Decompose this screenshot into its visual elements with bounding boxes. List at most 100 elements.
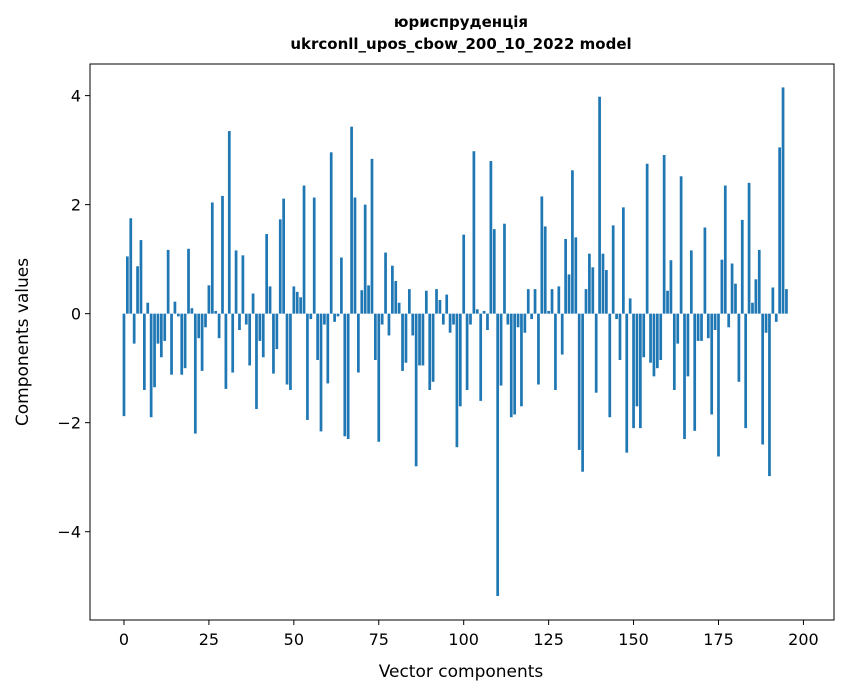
bar xyxy=(421,313,425,366)
bar xyxy=(350,126,353,314)
bar xyxy=(292,286,296,314)
bar xyxy=(319,313,323,432)
bar xyxy=(611,225,615,314)
bar xyxy=(622,207,625,314)
bar xyxy=(224,313,228,389)
x-tick-label: 125 xyxy=(533,630,564,649)
bar xyxy=(526,289,530,314)
bar xyxy=(516,313,520,328)
bar xyxy=(547,310,550,314)
bar xyxy=(136,266,139,314)
bar xyxy=(503,223,506,314)
bar xyxy=(530,313,533,320)
bar xyxy=(734,283,737,314)
bar xyxy=(129,218,133,314)
bar xyxy=(234,250,238,314)
bar xyxy=(146,302,150,314)
bar xyxy=(594,313,598,393)
bar xyxy=(571,170,574,314)
bar xyxy=(397,302,401,314)
bar xyxy=(329,152,333,314)
bar xyxy=(683,313,686,440)
bar xyxy=(588,253,591,314)
bar xyxy=(778,147,781,314)
bar xyxy=(577,313,581,450)
bar xyxy=(605,270,608,314)
bar xyxy=(642,313,646,358)
bar xyxy=(696,313,700,341)
bar xyxy=(635,313,639,407)
bar xyxy=(744,313,748,429)
bar xyxy=(306,313,309,420)
bar xyxy=(615,313,618,320)
bar xyxy=(438,300,442,314)
bar xyxy=(265,234,269,314)
bar xyxy=(499,313,503,386)
bar xyxy=(601,253,605,314)
bar xyxy=(740,219,744,314)
bar xyxy=(475,309,479,314)
bar xyxy=(370,158,374,314)
bar xyxy=(418,313,421,366)
bar xyxy=(367,285,370,314)
bar xyxy=(751,302,754,314)
bar xyxy=(537,313,540,385)
bar xyxy=(727,313,731,328)
bar xyxy=(632,313,635,429)
bar xyxy=(435,289,438,314)
bar xyxy=(231,313,235,373)
x-tick-label: 50 xyxy=(284,630,304,649)
bar xyxy=(197,313,201,339)
x-tick-label: 200 xyxy=(788,630,819,649)
bar xyxy=(268,286,272,314)
bar xyxy=(465,313,469,390)
bar xyxy=(462,234,466,314)
bar xyxy=(346,313,350,440)
bar xyxy=(170,313,173,375)
bar xyxy=(581,313,584,472)
y-tick-label: −4 xyxy=(57,523,81,542)
x-tick-label: 175 xyxy=(703,630,734,649)
x-tick-label: 25 xyxy=(199,630,219,649)
bar xyxy=(241,255,245,314)
chart-title-line-1: юриспруденція xyxy=(394,13,528,31)
y-tick-label: 2 xyxy=(71,196,81,215)
bar xyxy=(703,227,707,314)
bar xyxy=(299,297,302,314)
bar xyxy=(132,313,136,344)
bar xyxy=(248,313,252,366)
bar xyxy=(533,289,537,314)
bar xyxy=(584,289,588,314)
bar xyxy=(513,313,517,415)
bar xyxy=(785,289,788,314)
bar xyxy=(710,313,714,415)
bar xyxy=(458,313,462,407)
bar xyxy=(625,313,629,453)
bar xyxy=(754,279,758,314)
bar xyxy=(489,161,493,314)
x-axis-label: Vector components xyxy=(379,662,544,682)
bar xyxy=(312,197,316,314)
bar xyxy=(469,313,472,325)
bar xyxy=(401,313,404,371)
bar xyxy=(472,151,476,314)
bar xyxy=(452,313,455,325)
bar xyxy=(713,313,717,330)
bar xyxy=(149,313,153,418)
bar xyxy=(774,313,778,322)
bar xyxy=(282,198,285,314)
bar xyxy=(295,291,299,314)
bar xyxy=(424,290,428,314)
bar xyxy=(492,229,496,314)
bar xyxy=(221,195,224,314)
bar xyxy=(479,313,483,401)
bar xyxy=(153,313,156,388)
bar xyxy=(193,313,197,434)
bar xyxy=(700,313,703,341)
bar xyxy=(720,259,724,314)
bar xyxy=(645,163,649,314)
chart-title-line-2: ukrconll_upos_cbow_200_10_2022 model xyxy=(290,35,631,53)
bar xyxy=(414,313,418,467)
y-tick-label: 4 xyxy=(71,87,81,106)
bar xyxy=(336,313,340,317)
